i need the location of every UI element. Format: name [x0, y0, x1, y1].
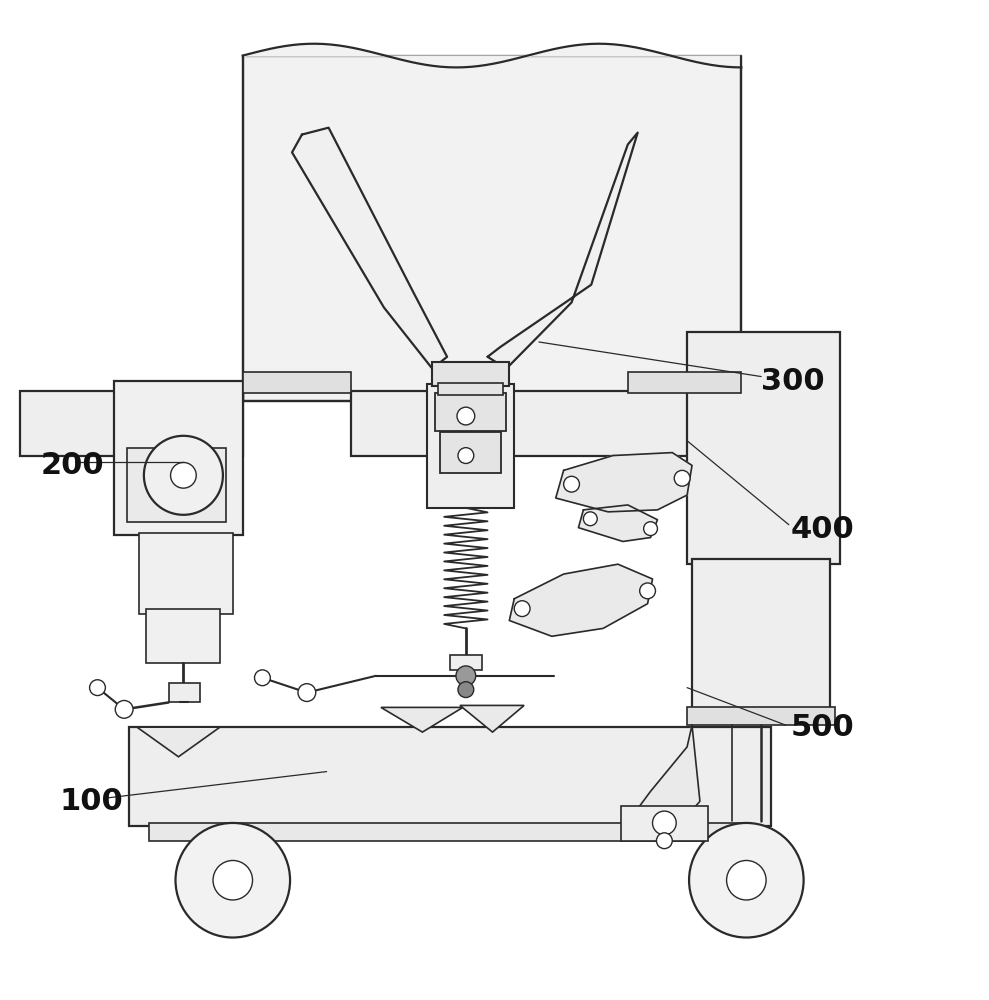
Circle shape — [213, 860, 252, 900]
Circle shape — [644, 522, 658, 536]
Polygon shape — [631, 725, 700, 834]
Polygon shape — [579, 505, 658, 541]
Bar — [242, 56, 742, 401]
Polygon shape — [381, 707, 463, 732]
Circle shape — [657, 833, 673, 849]
Circle shape — [175, 823, 290, 938]
Polygon shape — [292, 128, 447, 369]
Bar — [21, 391, 242, 456]
Bar — [687, 707, 836, 725]
Circle shape — [458, 682, 474, 698]
Bar — [145, 609, 220, 663]
Bar — [351, 391, 821, 456]
Circle shape — [143, 436, 223, 515]
Circle shape — [514, 601, 530, 617]
Circle shape — [564, 476, 580, 492]
Bar — [148, 823, 752, 841]
Bar — [115, 381, 242, 535]
Text: 300: 300 — [762, 367, 825, 396]
Circle shape — [116, 700, 134, 718]
Circle shape — [458, 448, 474, 463]
Circle shape — [727, 860, 766, 900]
Circle shape — [640, 583, 656, 599]
Bar — [450, 655, 482, 670]
Circle shape — [653, 811, 676, 835]
Bar — [692, 559, 831, 712]
Bar — [242, 372, 351, 393]
Polygon shape — [137, 727, 220, 757]
Bar — [128, 448, 225, 522]
Text: 100: 100 — [60, 787, 124, 816]
Bar — [438, 383, 503, 395]
Circle shape — [456, 666, 476, 686]
Circle shape — [584, 512, 597, 526]
Circle shape — [90, 680, 106, 696]
Polygon shape — [509, 564, 653, 636]
Bar — [168, 683, 200, 702]
Bar — [139, 533, 232, 614]
Circle shape — [170, 462, 196, 488]
Circle shape — [254, 670, 270, 686]
Circle shape — [689, 823, 804, 938]
Circle shape — [674, 470, 690, 486]
Text: 200: 200 — [41, 451, 104, 480]
Bar — [435, 393, 506, 431]
Bar — [432, 362, 509, 386]
Bar — [427, 384, 514, 508]
Text: 500: 500 — [791, 713, 854, 742]
Bar — [440, 432, 501, 473]
Bar — [130, 727, 771, 826]
Polygon shape — [488, 133, 638, 369]
Circle shape — [457, 407, 475, 425]
Circle shape — [298, 684, 315, 701]
Bar — [621, 806, 708, 841]
Bar — [687, 332, 841, 564]
Polygon shape — [460, 705, 524, 732]
Bar — [628, 372, 742, 393]
Text: 400: 400 — [791, 515, 854, 544]
Polygon shape — [556, 453, 692, 512]
